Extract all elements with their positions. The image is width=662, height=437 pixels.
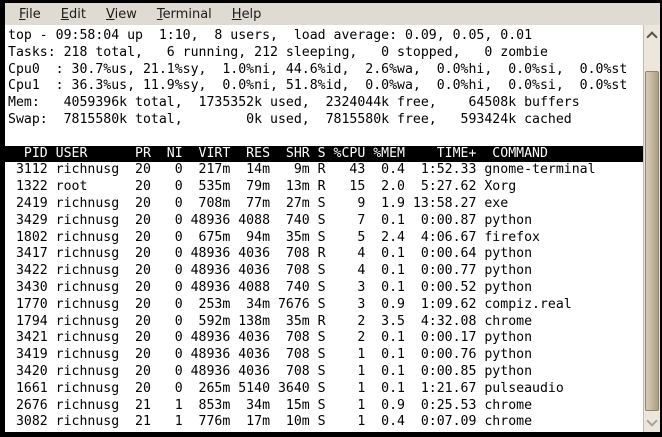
scroll-up-button[interactable]: [644, 25, 660, 45]
process-table-header: PID USER PR NI VIRT RES SHR S %CPU %MEM …: [5, 145, 643, 163]
process-row: 3420 richnusg 20 0 48936 4036 708 S 1 0.…: [8, 363, 533, 379]
top-summary-tasks-line: Tasks: 218 total, 6 running, 212 sleepin…: [8, 44, 548, 60]
process-row: 1794 richnusg 20 0 592m 138m 35m R 2 3.5…: [8, 313, 533, 329]
process-row: 2419 richnusg 20 0 708m 77m 27m S 9 1.9 …: [8, 195, 509, 211]
process-row: 2676 richnusg 21 1 853m 34m 15m S 1 0.9 …: [8, 397, 533, 413]
terminal-output[interactable]: top - 09:58:04 up 1:10, 8 users, load av…: [5, 25, 643, 432]
chevron-up-icon: [646, 31, 658, 43]
menu-bar: File Edit View Terminal Help: [5, 3, 660, 25]
process-row: 3112 richnusg 20 0 217m 14m 9m R 43 0.4 …: [8, 162, 596, 178]
process-row: 3429 richnusg 20 0 48936 4088 740 S 7 0.…: [8, 212, 533, 228]
scrollbar[interactable]: [643, 25, 660, 432]
process-row: 3417 richnusg 20 0 48936 4036 708 R 4 0.…: [8, 246, 533, 262]
menu-edit[interactable]: Edit: [60, 7, 86, 22]
chevron-down-icon: [646, 415, 658, 427]
top-summary-cpu0-line: Cpu0 : 30.7%us, 21.1%sy, 1.0%ni, 44.6%id…: [8, 61, 628, 77]
scrollbar-trough[interactable]: [644, 45, 660, 414]
process-table-body: 3112 richnusg 20 0 217m 14m 9m R 43 0.4 …: [8, 162, 643, 431]
top-summary-uptime-line: top - 09:58:04 up 1:10, 8 users, load av…: [8, 28, 533, 43]
menu-help[interactable]: Help: [231, 7, 262, 22]
process-row: 1322 root 20 0 535m 79m 13m R 15 2.0 5:2…: [8, 179, 517, 195]
process-row: 3430 richnusg 20 0 48936 4088 740 S 3 0.…: [8, 279, 533, 295]
process-row: 3422 richnusg 20 0 48936 4036 708 S 4 0.…: [8, 263, 533, 279]
process-row: 1770 richnusg 20 0 253m 34m 7676 S 3 0.9…: [8, 296, 572, 312]
top-summary-cpu1-line: Cpu1 : 36.3%us, 11.9%sy, 0.0%ni, 51.8%id…: [8, 78, 628, 94]
process-row: 3419 richnusg 20 0 48936 4036 708 S 1 0.…: [8, 347, 533, 363]
menu-file[interactable]: File: [19, 7, 41, 22]
window-content: top - 09:58:04 up 1:10, 8 users, load av…: [5, 25, 660, 432]
process-row: 3421 richnusg 20 0 48936 4036 708 S 2 0.…: [8, 330, 533, 346]
top-summary-mem-line: Mem: 4059396k total, 1735352k used, 2324…: [8, 95, 580, 111]
scrollbar-thumb[interactable]: [645, 71, 659, 411]
terminal-window: File Edit View Terminal Help top - 09:58…: [5, 3, 660, 432]
process-row: 3082 richnusg 21 1 776m 17m 10m S 1 0.4 …: [8, 414, 533, 430]
top-summary-swap-line: Swap: 7815580k total, 0k used, 7815580k …: [8, 111, 572, 127]
scroll-down-button[interactable]: [644, 414, 660, 432]
process-row: 1802 richnusg 20 0 675m 94m 35m S 5 2.4 …: [8, 229, 540, 245]
process-row: 1661 richnusg 20 0 265m 5140 3640 S 1 0.…: [8, 380, 564, 396]
blank-line: [8, 129, 643, 146]
menu-terminal[interactable]: Terminal: [156, 7, 212, 22]
menu-view[interactable]: View: [105, 7, 137, 22]
